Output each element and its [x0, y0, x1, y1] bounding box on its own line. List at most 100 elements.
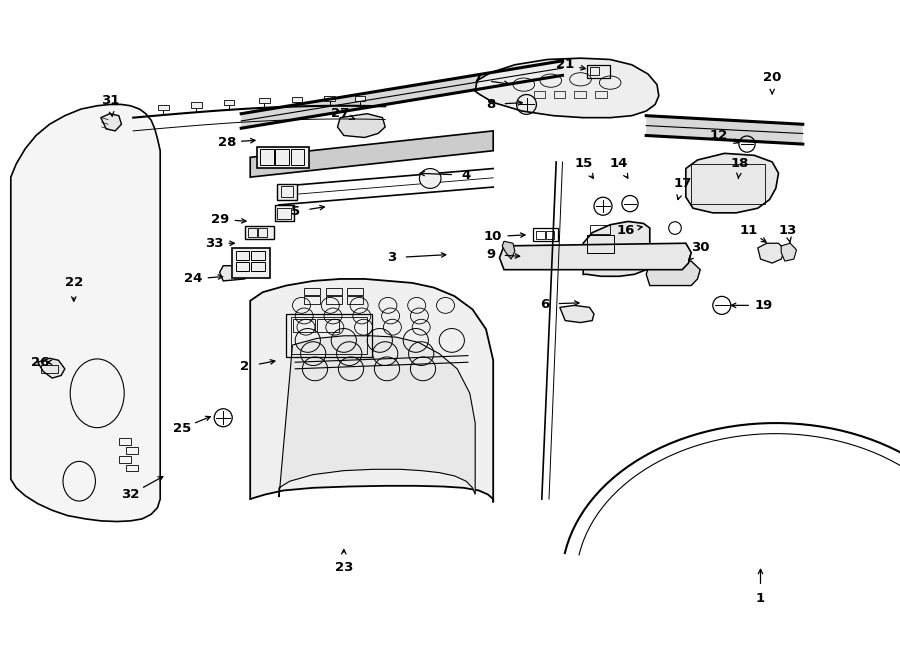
- Text: 27: 27: [331, 107, 349, 120]
- Text: 6: 6: [540, 297, 549, 311]
- Bar: [260, 149, 274, 165]
- Bar: [41, 365, 58, 373]
- Bar: [534, 91, 545, 98]
- Bar: [281, 186, 293, 197]
- Bar: [317, 319, 339, 332]
- Bar: [119, 438, 130, 445]
- Bar: [304, 296, 320, 304]
- Bar: [326, 296, 342, 304]
- Bar: [251, 262, 265, 271]
- Bar: [286, 314, 372, 357]
- Text: 22: 22: [65, 276, 83, 290]
- Bar: [324, 96, 335, 101]
- Polygon shape: [646, 261, 700, 286]
- Text: 29: 29: [212, 213, 230, 226]
- Text: 10: 10: [484, 230, 502, 243]
- Polygon shape: [758, 243, 785, 263]
- Polygon shape: [686, 153, 778, 213]
- Bar: [554, 91, 565, 98]
- Text: 13: 13: [778, 223, 796, 237]
- Text: 19: 19: [754, 299, 772, 312]
- Bar: [291, 317, 367, 354]
- Text: 1: 1: [756, 592, 765, 605]
- Bar: [691, 164, 765, 204]
- Bar: [236, 262, 249, 271]
- Text: 15: 15: [574, 157, 592, 171]
- Bar: [346, 288, 363, 295]
- Bar: [251, 251, 265, 260]
- Bar: [587, 235, 614, 253]
- Bar: [245, 226, 274, 239]
- Bar: [275, 149, 289, 165]
- Bar: [126, 447, 138, 454]
- Bar: [292, 319, 315, 332]
- Bar: [292, 97, 302, 102]
- Text: 28: 28: [218, 136, 236, 149]
- Polygon shape: [502, 241, 515, 259]
- Text: 3: 3: [387, 251, 396, 264]
- Polygon shape: [250, 131, 493, 177]
- Text: 8: 8: [486, 98, 495, 111]
- Text: 31: 31: [101, 94, 119, 107]
- Bar: [533, 228, 558, 241]
- Bar: [546, 231, 554, 239]
- Bar: [291, 149, 304, 165]
- Bar: [223, 100, 234, 105]
- Polygon shape: [38, 358, 65, 378]
- Text: 11: 11: [740, 223, 758, 237]
- Bar: [274, 205, 294, 221]
- Bar: [346, 296, 363, 304]
- Text: 2: 2: [240, 360, 249, 373]
- Polygon shape: [781, 243, 797, 261]
- Bar: [259, 98, 270, 103]
- Bar: [277, 184, 297, 200]
- Bar: [119, 456, 130, 463]
- Text: 23: 23: [335, 561, 353, 574]
- Text: 21: 21: [556, 58, 574, 71]
- Polygon shape: [241, 61, 562, 128]
- Bar: [304, 288, 320, 295]
- Polygon shape: [500, 243, 691, 270]
- Text: 18: 18: [731, 157, 749, 171]
- Polygon shape: [646, 116, 803, 144]
- Text: 30: 30: [691, 241, 709, 254]
- Polygon shape: [250, 279, 493, 502]
- Text: 4: 4: [462, 169, 471, 182]
- Bar: [256, 147, 309, 168]
- Text: 16: 16: [616, 223, 634, 237]
- Polygon shape: [101, 114, 122, 131]
- Bar: [536, 231, 544, 239]
- Polygon shape: [11, 104, 160, 522]
- Text: 20: 20: [763, 71, 781, 85]
- Polygon shape: [583, 221, 650, 276]
- Bar: [277, 208, 291, 219]
- Bar: [126, 465, 138, 471]
- Bar: [355, 96, 365, 101]
- Bar: [232, 248, 270, 278]
- Text: 9: 9: [486, 248, 495, 261]
- Bar: [326, 288, 342, 295]
- Bar: [258, 228, 267, 237]
- Text: 25: 25: [173, 422, 191, 435]
- Text: 14: 14: [610, 157, 628, 171]
- Text: 24: 24: [184, 272, 202, 286]
- Ellipse shape: [419, 169, 441, 188]
- Polygon shape: [475, 58, 659, 118]
- Text: 26: 26: [32, 356, 50, 369]
- Bar: [248, 228, 256, 237]
- Polygon shape: [279, 336, 475, 497]
- Bar: [574, 91, 586, 98]
- Text: 7: 7: [472, 73, 482, 86]
- Bar: [590, 225, 610, 234]
- Text: 33: 33: [205, 237, 223, 250]
- Bar: [587, 65, 610, 78]
- Polygon shape: [560, 305, 594, 323]
- Text: 12: 12: [709, 129, 727, 142]
- Bar: [595, 91, 607, 98]
- Polygon shape: [338, 114, 385, 137]
- Text: 32: 32: [122, 488, 140, 501]
- Bar: [236, 251, 249, 260]
- Bar: [590, 67, 598, 75]
- Bar: [158, 105, 169, 110]
- Polygon shape: [220, 266, 250, 281]
